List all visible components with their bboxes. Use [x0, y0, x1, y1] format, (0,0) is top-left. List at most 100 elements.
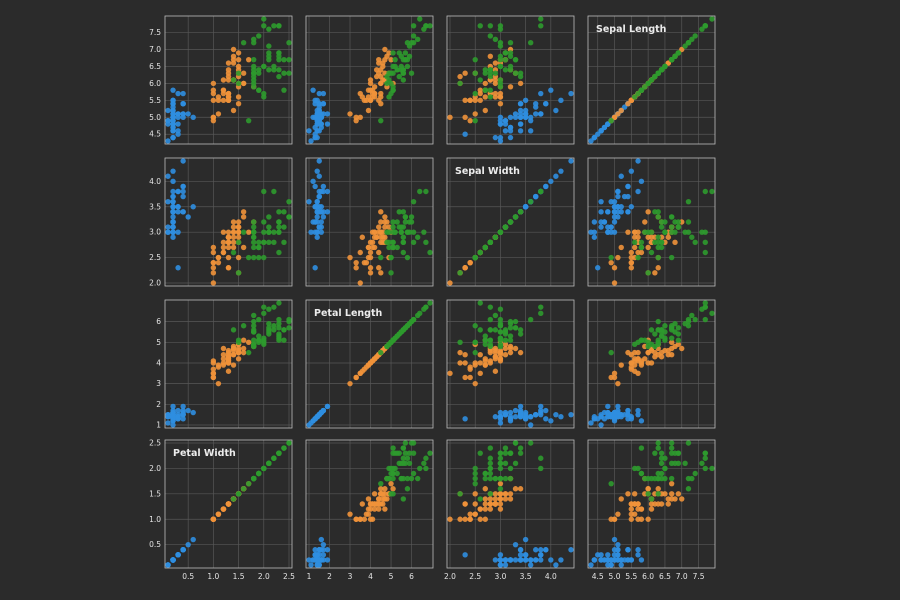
- data-point-series-1: [462, 416, 468, 422]
- data-point-series-2: [245, 229, 252, 235]
- data-point-series-3: [507, 337, 514, 343]
- data-point-series-3: [658, 219, 665, 225]
- data-point-series-3: [410, 229, 417, 235]
- data-point-series-3: [477, 327, 483, 333]
- data-point-series-1: [568, 90, 574, 97]
- panel-sw-vs-pw: [164, 157, 293, 287]
- data-point-series-2: [215, 111, 222, 117]
- data-point-series-1: [553, 173, 559, 179]
- data-point-series-2: [382, 506, 388, 512]
- data-point-series-2: [220, 249, 227, 256]
- y-tick-label: 5: [156, 338, 161, 347]
- data-point-series-2: [225, 354, 232, 360]
- data-point-series-3: [689, 312, 695, 319]
- data-point-series-2: [502, 351, 509, 358]
- data-point-series-3: [251, 224, 257, 230]
- data-point-series-3: [497, 84, 504, 90]
- data-point-series-3: [538, 16, 544, 22]
- data-point-series-2: [492, 60, 499, 66]
- data-point-series-2: [347, 511, 353, 517]
- data-point-series-2: [382, 491, 388, 497]
- data-point-series-1: [615, 547, 621, 553]
- data-point-series-1: [324, 403, 331, 410]
- data-point-series-2: [376, 265, 382, 271]
- data-point-series-3: [251, 229, 257, 235]
- data-point-series-2: [615, 511, 621, 517]
- data-point-series-2: [642, 219, 648, 225]
- data-point-series-3: [230, 496, 237, 502]
- data-point-series-2: [361, 97, 368, 104]
- data-point-series-1: [165, 414, 171, 420]
- data-point-series-3: [482, 341, 488, 348]
- data-point-series-2: [371, 244, 378, 251]
- data-point-series-1: [180, 158, 186, 164]
- data-point-series-2: [210, 370, 217, 377]
- data-point-series-3: [261, 188, 267, 195]
- data-point-series-3: [271, 239, 277, 246]
- data-point-series-2: [492, 349, 499, 356]
- data-point-series-1: [625, 547, 631, 553]
- data-point-series-3: [390, 239, 396, 246]
- data-point-series-2: [382, 224, 388, 230]
- data-point-series-2: [611, 374, 618, 381]
- data-point-series-3: [512, 440, 519, 446]
- data-point-series-3: [655, 491, 661, 497]
- data-point-series-1: [588, 420, 594, 426]
- data-point-series-1: [517, 403, 524, 410]
- data-point-series-2: [380, 501, 386, 507]
- data-point-series-1: [618, 562, 624, 568]
- data-point-series-3: [266, 229, 272, 235]
- data-point-series-3: [251, 329, 257, 335]
- panel-frame: [305, 299, 434, 429]
- data-point-series-1: [621, 104, 628, 110]
- data-point-series-3: [502, 50, 509, 56]
- data-point-series-1: [180, 411, 186, 418]
- data-point-series-3: [400, 445, 407, 451]
- data-point-series-3: [668, 224, 675, 230]
- data-point-series-1: [170, 188, 176, 195]
- data-point-series-3: [502, 331, 509, 337]
- data-point-series-2: [492, 345, 499, 352]
- data-point-series-2: [482, 496, 488, 502]
- data-point-series-2: [245, 339, 252, 345]
- data-point-series-3: [502, 327, 509, 333]
- data-point-series-1: [175, 204, 181, 210]
- panel-frame: [164, 15, 293, 145]
- data-point-series-3: [261, 239, 267, 246]
- data-point-series-1: [533, 104, 539, 110]
- data-point-series-3: [502, 56, 509, 63]
- data-point-series-3: [631, 465, 638, 472]
- panel-pl-vs-pl: Petal Length: [305, 299, 434, 429]
- data-point-series-2: [497, 90, 504, 97]
- data-point-series-2: [230, 234, 237, 240]
- data-point-series-1: [180, 101, 186, 107]
- data-point-series-1: [190, 409, 196, 416]
- x-tick-label: 6.5: [659, 572, 671, 581]
- data-point-series-3: [251, 239, 257, 246]
- data-point-series-2: [502, 491, 509, 497]
- data-point-series-1: [170, 104, 176, 110]
- data-point-series-1: [517, 101, 524, 107]
- data-point-series-1: [517, 121, 524, 127]
- data-point-series-3: [457, 80, 463, 87]
- data-point-series-2: [235, 63, 242, 70]
- data-point-series-1: [170, 229, 176, 235]
- data-point-series-1: [611, 219, 618, 225]
- y-tick-label: 6: [156, 317, 161, 326]
- data-point-series-3: [675, 224, 682, 230]
- data-point-series-2: [482, 80, 488, 87]
- data-point-series-3: [517, 450, 524, 456]
- data-point-series-3: [648, 77, 655, 83]
- data-point-series-3: [675, 50, 682, 56]
- data-point-series-3: [699, 460, 705, 467]
- data-point-series-3: [261, 254, 267, 261]
- data-point-series-3: [517, 209, 524, 215]
- data-point-series-3: [276, 224, 282, 230]
- data-point-series-3: [702, 455, 708, 461]
- data-point-series-3: [689, 234, 695, 240]
- data-point-series-3: [256, 254, 262, 261]
- data-point-series-3: [396, 50, 402, 56]
- data-point-series-3: [668, 460, 675, 467]
- data-point-series-2: [472, 360, 478, 366]
- data-point-series-1: [615, 403, 621, 410]
